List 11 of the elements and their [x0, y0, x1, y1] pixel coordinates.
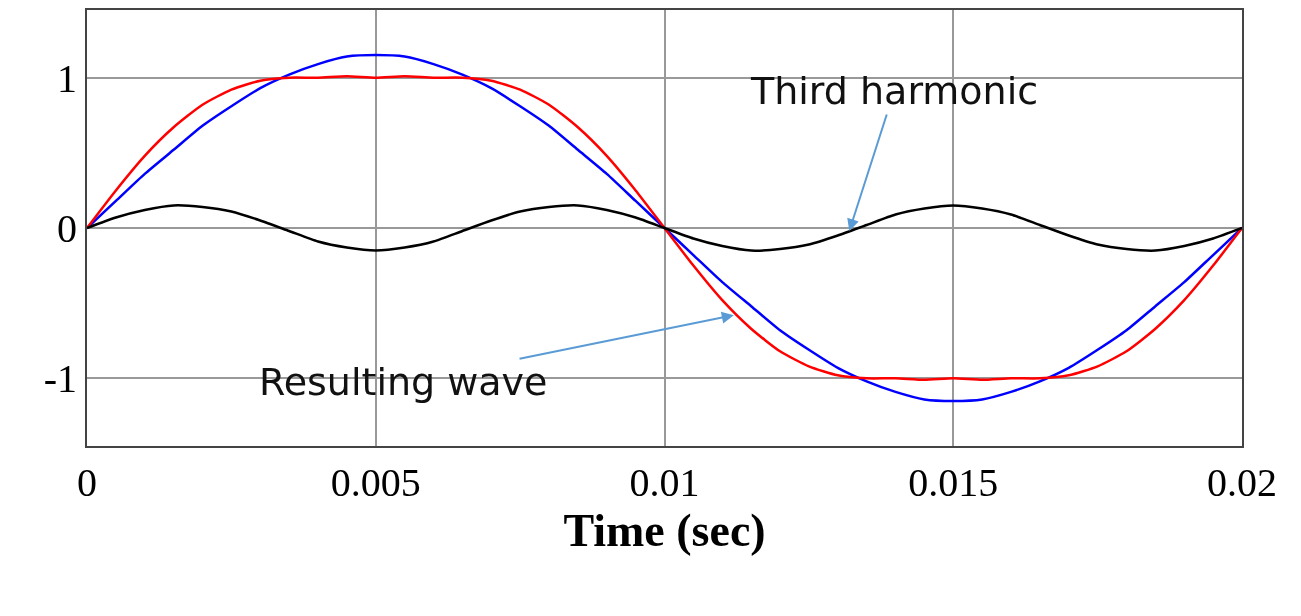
annotation: Resulting wave	[259, 360, 548, 404]
x-tick-label: 0.015	[908, 460, 999, 505]
x-tick-label: 0.02	[1207, 460, 1277, 505]
y-tick-label: -1	[43, 356, 77, 402]
annotation: Third harmonic	[750, 69, 1039, 113]
y-tick-label: 0	[57, 206, 77, 251]
line-series	[87, 204, 1242, 252]
y-tick-label: 1	[57, 55, 77, 101]
x-axis-title: Time (sec)	[563, 505, 766, 557]
x-tick-label: 0.005	[330, 460, 421, 505]
x-tick-label: 0.01	[629, 460, 700, 505]
